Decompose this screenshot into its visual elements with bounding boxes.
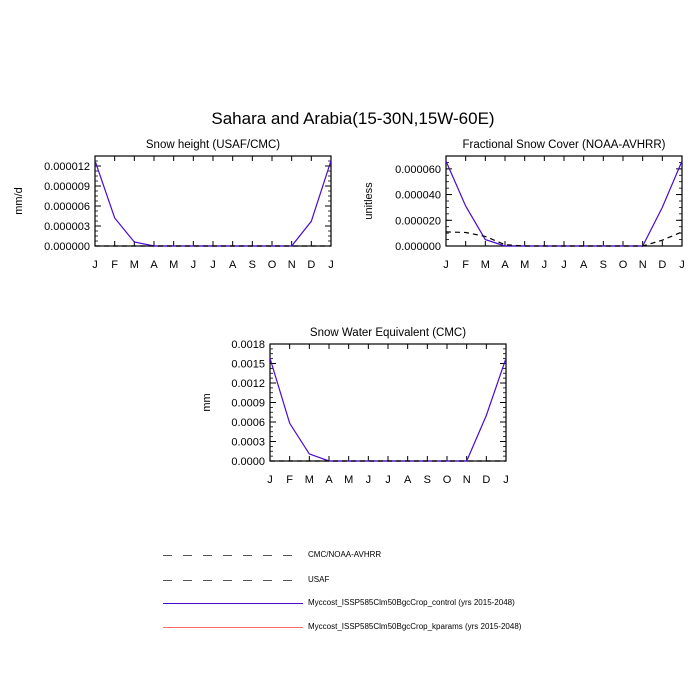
x-tick-label: O [619, 259, 628, 271]
y-axis-label: mm/d [13, 187, 25, 215]
x-tick-label: F [286, 474, 293, 486]
x-tick-label: J [191, 259, 197, 271]
x-tick-label: J [385, 474, 391, 486]
x-tick-label: O [268, 259, 277, 271]
x-tick-label: F [462, 259, 469, 271]
legend-swatch [163, 627, 303, 628]
x-tick-label: A [229, 259, 237, 271]
chart-title: Fractional Snow Cover (NOAA-AVHRR) [462, 139, 665, 151]
figure-title: Sahara and Arabia(15-30N,15W-60E) [211, 109, 494, 128]
y-tick-label: 0.0018 [231, 339, 265, 351]
x-tick-label: A [325, 474, 333, 486]
y-tick-label: 0.0012 [231, 378, 265, 390]
legend-label: Myccost_ISSP585Clm50BgcCrop_kparams (yrs… [308, 622, 522, 631]
y-tick-label: 0.000040 [395, 190, 441, 202]
x-tick-label: J [679, 259, 685, 271]
y-tick-label: 0.000003 [44, 221, 90, 233]
y-tick-label: 0.000006 [44, 201, 90, 213]
x-tick-label: O [443, 474, 452, 486]
legend: CMC/NOAA-AVHRR USAF Myccost_ISSP585Clm50Bg… [163, 545, 583, 645]
series-line-control [269, 358, 507, 462]
chart-title: Snow height (USAF/CMC) [146, 139, 280, 151]
x-tick-label: M [344, 474, 353, 486]
y-tick-label: 0.0015 [231, 359, 265, 371]
y-tick-label: 0.000060 [395, 164, 441, 176]
legend-label: CMC/NOAA-AVHRR [308, 550, 382, 559]
x-tick-label: J [366, 474, 372, 486]
x-tick-label: M [169, 259, 178, 271]
y-axis-label: unitless [363, 182, 375, 220]
x-tick-label: A [580, 259, 588, 271]
x-tick-label: N [463, 474, 471, 486]
x-tick-label: M [481, 259, 490, 271]
x-tick-label: D [307, 259, 315, 271]
y-tick-label: 0.000009 [44, 181, 90, 193]
x-tick-label: M [305, 474, 314, 486]
x-tick-label: S [600, 259, 607, 271]
legend-label: Myccost_ISSP585Clm50BgcCrop_control (yrs… [308, 598, 515, 607]
series-line-obs [445, 231, 683, 247]
x-tick-label: D [658, 259, 666, 271]
legend-swatch [163, 580, 303, 581]
x-tick-label: J [328, 259, 334, 271]
series-line-control [445, 160, 683, 247]
x-tick-label: N [288, 259, 296, 271]
x-tick-label: A [501, 259, 509, 271]
legend-swatch [163, 603, 303, 604]
x-tick-label: J [92, 259, 98, 271]
y-tick-label: 0.000000 [44, 241, 90, 253]
x-tick-label: J [561, 259, 567, 271]
x-tick-label: J [267, 474, 273, 486]
chart-panel-2: Fractional Snow Cover (NOAA-AVHRR) unitle… [363, 139, 685, 271]
x-tick-label: A [150, 259, 158, 271]
y-tick-label: 0.0000 [231, 456, 265, 468]
y-tick-label: 0.0006 [231, 417, 265, 429]
x-tick-label: M [520, 259, 529, 271]
legend-label: USAF [308, 575, 330, 584]
x-tick-label: N [639, 259, 647, 271]
y-axis-label: mm [201, 393, 213, 411]
chart-panel-3: Snow Water Equivalent (CMC)mmJ F M A M J J A S O N… [201, 327, 509, 486]
x-tick-label: J [503, 474, 509, 486]
x-tick-label: S [424, 474, 431, 486]
series-line-control [94, 160, 332, 247]
x-tick-label: J [210, 259, 216, 271]
plot-frame [269, 343, 507, 462]
legend-swatch [163, 555, 303, 556]
chart-title: Snow Water Equivalent (CMC) [310, 327, 466, 339]
y-tick-label: 0.000000 [395, 241, 441, 253]
x-tick-label: J [542, 259, 548, 271]
x-tick-label: M [130, 259, 139, 271]
plot-frame [94, 155, 332, 247]
x-tick-label: A [404, 474, 412, 486]
x-tick-label: J [443, 259, 449, 271]
y-tick-label: 0.000012 [44, 161, 90, 173]
chart-panel-1: Snow height (USAF/CMC)mm/dJ F M A M J J A S O N D J0… [13, 139, 334, 271]
y-tick-label: 0.0009 [231, 398, 265, 410]
y-tick-label: 0.000020 [395, 215, 441, 227]
y-tick-label: 0.0003 [231, 437, 265, 449]
x-tick-label: D [482, 474, 490, 486]
x-tick-label: F [111, 259, 118, 271]
x-tick-label: S [249, 259, 256, 271]
